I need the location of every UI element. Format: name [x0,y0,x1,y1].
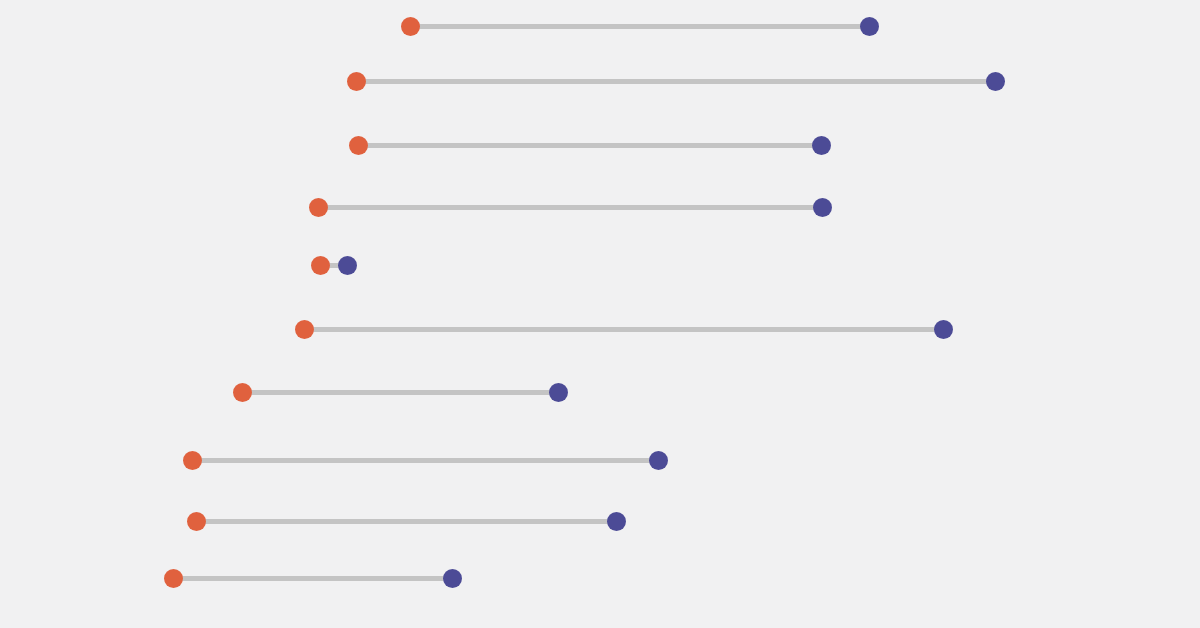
start-dot [233,383,252,402]
end-dot [860,17,879,36]
end-dot [549,383,568,402]
connector-line [192,458,658,463]
dumbbell-row [0,0,1200,628]
connector-line [356,79,995,84]
dumbbell-row [0,0,1200,628]
start-dot [295,320,314,339]
start-dot [349,136,368,155]
end-dot [986,72,1005,91]
dumbbell-chart [0,0,1200,628]
end-dot [443,569,462,588]
dumbbell-row [0,0,1200,628]
dumbbell-row [0,0,1200,628]
end-dot [649,451,668,470]
connector-line [304,327,943,332]
start-dot [183,451,202,470]
connector-line [318,205,822,210]
start-dot [311,256,330,275]
dumbbell-row [0,0,1200,628]
end-dot [813,198,832,217]
connector-line [358,143,821,148]
connector-line [320,263,347,268]
dumbbell-row [0,0,1200,628]
dumbbell-row [0,0,1200,628]
dumbbell-row [0,0,1200,628]
connector-line [410,24,869,29]
start-dot [187,512,206,531]
end-dot [812,136,831,155]
dumbbell-row [0,0,1200,628]
connector-line [196,519,616,524]
start-dot [347,72,366,91]
end-dot [607,512,626,531]
end-dot [338,256,357,275]
connector-line [242,390,558,395]
end-dot [934,320,953,339]
connector-line [173,576,452,581]
start-dot [309,198,328,217]
start-dot [164,569,183,588]
start-dot [401,17,420,36]
chart-plot-area [0,0,1200,628]
dumbbell-row [0,0,1200,628]
